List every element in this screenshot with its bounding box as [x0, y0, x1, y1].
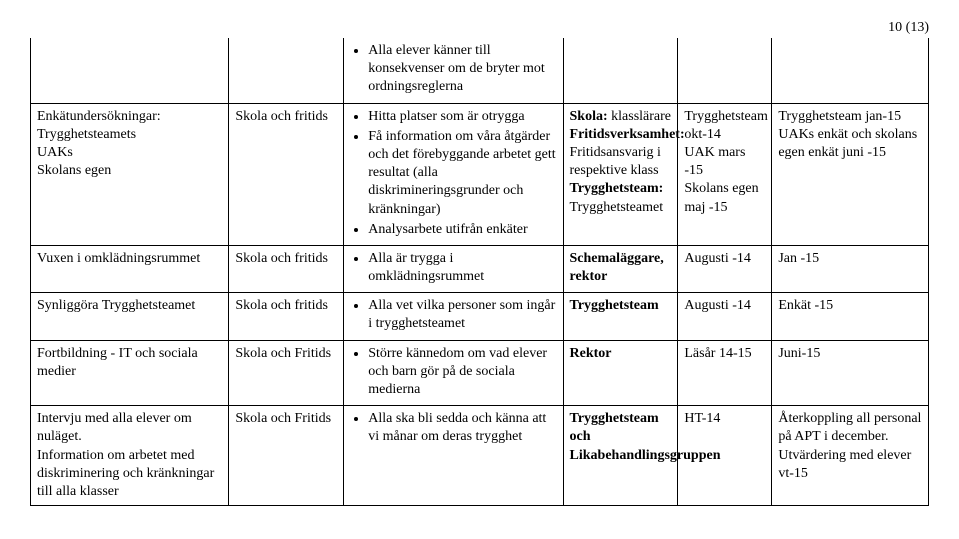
table-row: Enkätundersökningar: Trygghetsteamets UA… [31, 103, 929, 245]
table-cell: Juni-15 [772, 340, 929, 406]
table-cell: Augusti -14 [678, 245, 772, 292]
cell-empty [772, 38, 929, 103]
table-cell: Skola och Fritids [229, 406, 344, 506]
table-cell: Trygghetsteam [563, 293, 678, 340]
table-cell: Schemaläggare, rektor [563, 245, 678, 292]
table-cell: Trygghetsteam jan-15 UAKs enkät och skol… [772, 103, 929, 245]
page-number: 10 (13) [30, 20, 929, 36]
table-cell-bullets: Alla är trygga i omklädningsrummet [344, 245, 563, 292]
table-cell: Rektor [563, 340, 678, 406]
bullet-item: Alla är trygga i omklädningsrummet [368, 250, 556, 286]
table-cell: Skola och Fritids [229, 340, 344, 406]
table-cell: Vuxen i omklädningsrummet [31, 245, 229, 292]
cell-empty [229, 38, 344, 103]
table-cell: Läsår 14-15 [678, 340, 772, 406]
table-row-continuation: Alla elever känner till konsekvenser om … [31, 38, 929, 103]
table-cell: Skola och fritids [229, 293, 344, 340]
table-cell: Skola: klasslärare Fritidsverksamhet: Fr… [563, 103, 678, 245]
table-cell: Återkoppling all personal på APT i decem… [772, 406, 929, 506]
bullet-item: Analysarbete utifrån enkäter [368, 221, 556, 239]
cell-empty [678, 38, 772, 103]
table-cell: Jan -15 [772, 245, 929, 292]
bullet-item: Alla vet vilka personer som ingår i tryg… [368, 297, 556, 333]
cell-top-bullets: Alla elever känner till konsekvenser om … [344, 38, 563, 103]
main-table: Alla elever känner till konsekvenser om … [30, 38, 929, 506]
table-cell-bullets: Större kännedom om vad elever och barn g… [344, 340, 563, 406]
table-cell: Trygghetsteam och Likabehandlingsgruppen [563, 406, 678, 506]
table-cell: Trygghetsteam okt-14 UAK mars -15 Skolan… [678, 103, 772, 245]
table-cell-bullets: Hitta platser som är otrygga Få informati… [344, 103, 563, 245]
bullet-item: Alla elever känner till konsekvenser om … [368, 42, 556, 97]
table-cell-bullets: Alla ska bli sedda och känna att vi måna… [344, 406, 563, 506]
cell-empty [563, 38, 678, 103]
bullet-item: Alla ska bli sedda och känna att vi måna… [368, 410, 556, 446]
table-row: Synliggöra TrygghetsteametSkola och frit… [31, 293, 929, 340]
table-row: Intervju med alla elever om nuläget. Inf… [31, 406, 929, 506]
table-cell-bullets: Alla vet vilka personer som ingår i tryg… [344, 293, 563, 340]
table-cell: Enkät -15 [772, 293, 929, 340]
table-cell: Synliggöra Trygghetsteamet [31, 293, 229, 340]
table-cell: Enkätundersökningar: Trygghetsteamets UA… [31, 103, 229, 245]
table-cell: Skola och fritids [229, 103, 344, 245]
table-row: Fortbildning - IT och sociala medierSkol… [31, 340, 929, 406]
bullet-item: Större kännedom om vad elever och barn g… [368, 345, 556, 400]
bullet-item: Få information om våra åtgärder och det … [368, 128, 556, 219]
table-cell: Fortbildning - IT och sociala medier [31, 340, 229, 406]
table-row: Vuxen i omklädningsrummetSkola och friti… [31, 245, 929, 292]
table-cell: Skola och fritids [229, 245, 344, 292]
table-cell: Intervju med alla elever om nuläget. Inf… [31, 406, 229, 506]
cell-empty [31, 38, 229, 103]
bullet-item: Hitta platser som är otrygga [368, 108, 556, 126]
table-cell: Augusti -14 [678, 293, 772, 340]
